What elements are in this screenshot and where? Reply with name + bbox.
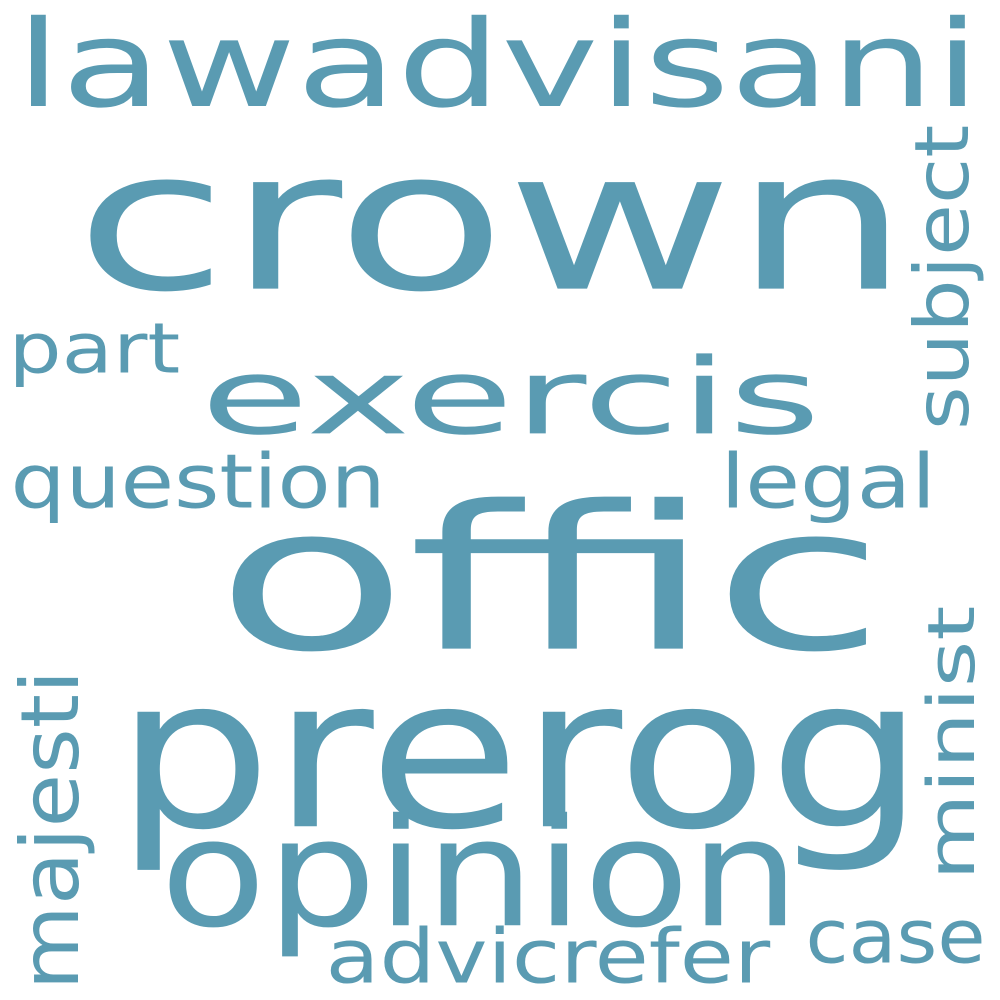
word-legal: legal <box>719 438 936 526</box>
word-majesti: majesti <box>3 669 97 991</box>
word-advicrefer: advicrefer <box>325 913 770 1000</box>
word-lawadvisani: lawadvisani <box>15 0 980 135</box>
word-crown: crown <box>75 108 910 336</box>
word-opinion: opinion <box>160 787 800 962</box>
word-minist: minist <box>914 605 990 881</box>
word-exercis: exercis <box>199 336 821 459</box>
word-prerog: prerog <box>114 631 926 877</box>
word-question: question <box>9 438 386 526</box>
word-part: part <box>8 309 180 390</box>
word-subject: subject <box>898 124 987 431</box>
word-offic: offic <box>215 462 885 697</box>
word-case: case <box>804 893 986 981</box>
